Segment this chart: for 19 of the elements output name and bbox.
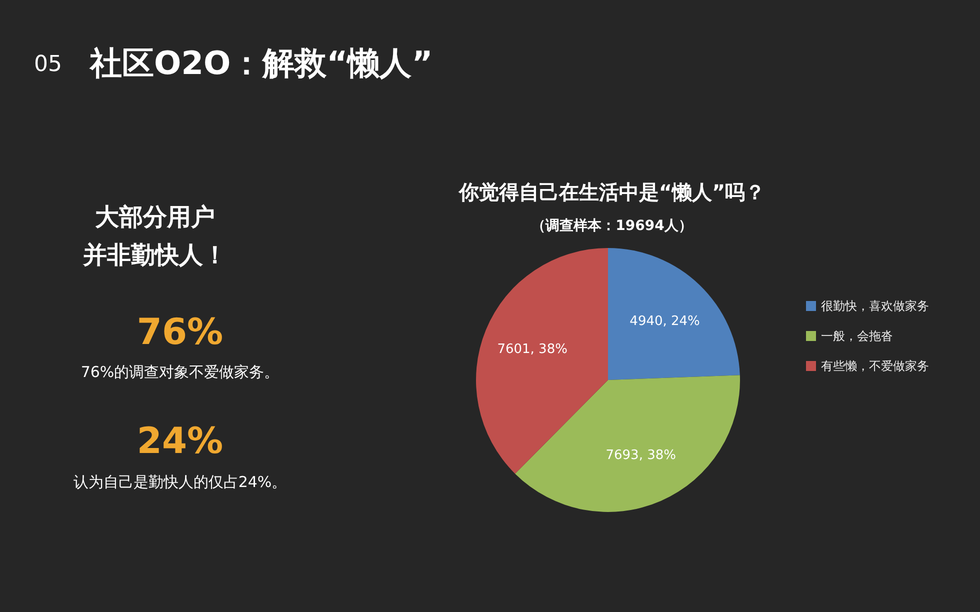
data-label: 4940, 24% (630, 314, 700, 330)
legend-label: 有些懒，不爱做家务 (821, 359, 929, 373)
legend-label: 很勤快，喜欢做家务 (821, 299, 929, 313)
data-label: 7601, 38% (497, 342, 568, 357)
text: 认为自己是勤快人的仅占24%。 (73, 473, 287, 491)
text: 24% (136, 421, 224, 462)
text: 并非勤快人！ (82, 241, 227, 269)
pie-slice (476, 248, 608, 474)
chart-subtitle: （调查样本：19694人） (532, 218, 692, 234)
text: 大部分用户 (95, 203, 215, 231)
pie-slice (515, 375, 740, 512)
text: 05 (34, 52, 62, 77)
text: 社区O2O：解救“懒人” (89, 44, 433, 82)
legend-label: 一般，会拖沓 (821, 329, 893, 343)
text: 76%的调查对象不爱做家务。 (80, 363, 280, 381)
chart-title: 你觉得自己在生活中是“懒人”吗？ (458, 180, 766, 204)
pie-slice (608, 248, 740, 380)
text: 76% (136, 312, 224, 353)
data-label: 7693, 38% (606, 448, 676, 463)
